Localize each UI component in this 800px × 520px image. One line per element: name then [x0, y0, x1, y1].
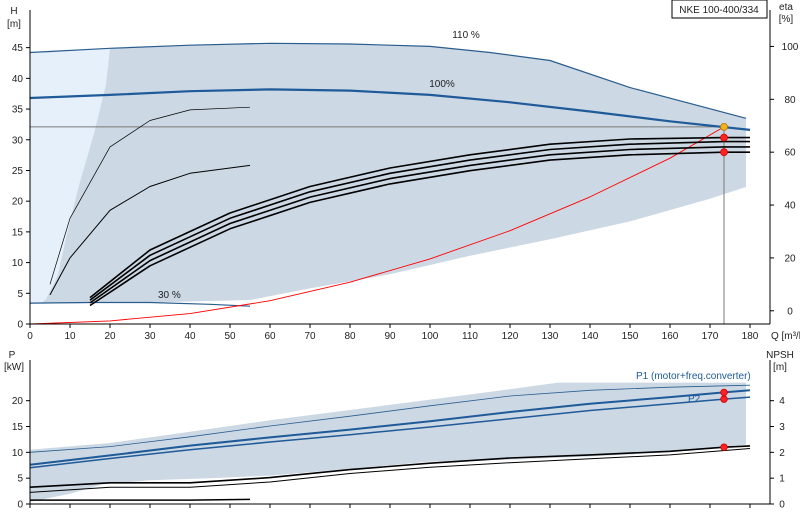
- power-y-axis-label: P: [9, 350, 16, 361]
- head-series-3: [29, 126, 725, 325]
- head-series-2: [29, 301, 251, 307]
- q-x-tick-label: 170: [702, 331, 719, 342]
- head-series-4: [49, 106, 251, 285]
- q-x-tick-label: 40: [184, 331, 196, 342]
- head-y-tick-label: 40: [12, 74, 24, 85]
- power-series-0: [29, 389, 751, 466]
- head-series-6: [89, 136, 750, 299]
- head-panel: 110 % 100% 30 % 0 5 10 15 20 25 30 35 40 45 0 20 40 60 80…: [7, 0, 800, 342]
- head-series-8: [89, 146, 750, 304]
- eta-y-axis-label: eta: [779, 2, 793, 13]
- series-label-30: 30 %: [158, 290, 181, 301]
- npsh-y-axis-unit: [m]: [773, 362, 787, 373]
- power-y-tick-label: 20: [12, 396, 24, 407]
- power-duty-marker-1: [720, 395, 728, 403]
- head-duty-marker-1: [720, 133, 728, 142]
- model-title-box: [671, 0, 768, 19]
- head-envelope-lowflow-area: [30, 48, 110, 304]
- q-x-tick-label: 90: [384, 331, 396, 342]
- head-y-tick-label: 10: [12, 258, 24, 269]
- q-x-tick-label: 50: [224, 331, 236, 342]
- power-series-2: [29, 384, 751, 453]
- q-x-tick-label: 100: [422, 331, 439, 342]
- npsh-y-tick-label: 4: [779, 396, 785, 407]
- head-series-7: [89, 140, 750, 301]
- eta-y-tick-label: 20: [784, 253, 796, 264]
- q-x-tick-label: 140: [582, 331, 599, 342]
- head-y-tick-label: 15: [12, 227, 24, 238]
- power-duty-marker-0: [720, 388, 728, 397]
- power-series-1: [29, 396, 751, 469]
- q-x-tick-label: 120: [502, 331, 519, 342]
- series-label-100: 100%: [429, 79, 455, 90]
- q-x-tick-label: 20: [104, 331, 116, 342]
- power-series-4: [29, 448, 751, 493]
- power-series-3: [29, 445, 751, 488]
- eta-y-tick-label: 80: [784, 95, 796, 106]
- q-x-axis-label: Q [m³/h]: [771, 331, 800, 342]
- eta-y-tick-label: 60: [784, 148, 796, 159]
- q-x-tick-label: 130: [542, 331, 559, 342]
- head-duty-marker-2: [720, 148, 728, 157]
- head-y-axis-unit: [m]: [7, 19, 21, 30]
- series-label-p1: P1 (motor+freq.converter): [636, 371, 751, 382]
- npsh-y-axis-label: NPSH: [766, 350, 794, 361]
- head-series-0: [29, 42, 747, 119]
- model-title: NKE 100-400/334: [679, 5, 759, 16]
- npsh-y-tick-label: 3: [779, 422, 785, 433]
- eta-y-tick-label: 100: [782, 42, 799, 53]
- head-y-tick-label: 25: [12, 166, 24, 177]
- q-x-tick-label: 70: [304, 331, 316, 342]
- q-x-tick-label: 30: [144, 331, 156, 342]
- eta-y-tick-label: 0: [787, 306, 793, 317]
- eta-y-axis-unit: [%]: [779, 14, 794, 25]
- q-x-tick-label: 110: [462, 331, 478, 342]
- head-series-9: [89, 151, 750, 307]
- q-x-tick-label: 0: [27, 331, 33, 342]
- head-y-axis-label: H: [10, 6, 17, 17]
- q-x-tick-label: 150: [622, 331, 639, 342]
- head-y-tick-label: 0: [17, 320, 23, 331]
- head-series-5: [49, 164, 251, 296]
- power-panel: P1 (motor+freq.converter) P2 0 5 10 15 20 0 1 2 3 4…: [4, 350, 794, 511]
- npsh-y-tick-label: 2: [779, 448, 785, 459]
- head-y-tick-label: 5: [17, 289, 23, 300]
- power-y-tick-label: 10: [12, 448, 24, 459]
- head-y-tick-label: 20: [12, 197, 24, 208]
- head-y-tick-label: 30: [12, 135, 24, 146]
- power-series-5: [30, 498, 251, 501]
- q-x-tick-label: 160: [662, 331, 679, 342]
- series-label-110: 110 %: [452, 30, 480, 41]
- power-y-tick-label: 0: [17, 500, 23, 511]
- power-y-tick-label: 15: [12, 422, 24, 433]
- head-series-1: [29, 88, 751, 131]
- head-y-tick-label: 35: [12, 105, 24, 116]
- q-x-tick-label: 180: [742, 331, 759, 342]
- npsh-y-tick-label: 0: [779, 500, 785, 511]
- eta-y-tick-label: 40: [784, 201, 796, 212]
- q-x-tick-label: 10: [64, 331, 76, 342]
- power-y-tick-label: 5: [17, 474, 23, 485]
- q-x-tick-label: 60: [264, 331, 276, 342]
- npsh-y-tick-label: 1: [779, 474, 785, 485]
- head-y-tick-label: 45: [12, 43, 24, 54]
- power-y-axis-unit: [kW]: [4, 362, 24, 373]
- power-duty-marker-2: [720, 443, 728, 451]
- head-duty-marker-0: [720, 122, 728, 131]
- q-x-tick-label: 80: [344, 331, 356, 342]
- series-label-p2: P2: [688, 394, 701, 405]
